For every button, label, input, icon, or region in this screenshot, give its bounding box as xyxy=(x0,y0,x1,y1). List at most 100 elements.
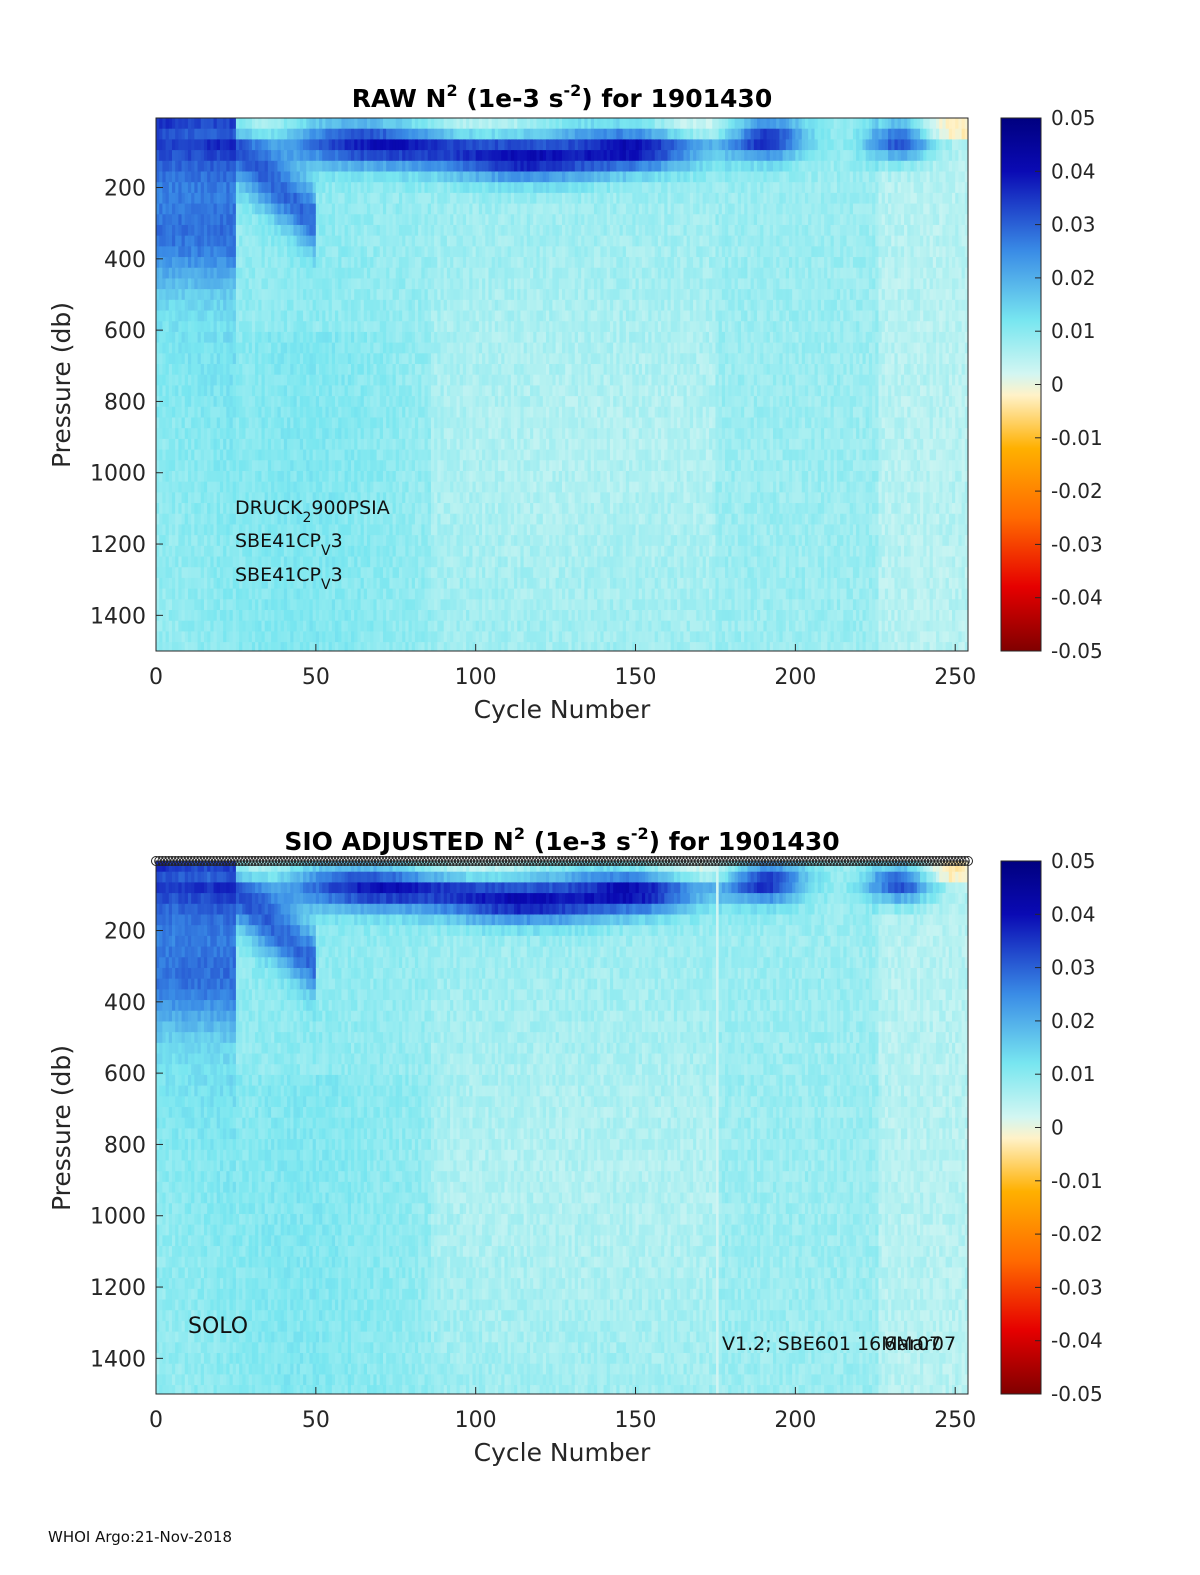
heatmap-cell xyxy=(408,289,413,301)
heatmap-cell xyxy=(248,417,253,429)
heatmap-cell xyxy=(216,513,221,526)
heatmap-cell xyxy=(194,160,199,173)
heatmap-cell xyxy=(290,588,295,600)
heatmap-cell xyxy=(175,267,179,280)
heatmap-cell xyxy=(165,588,170,600)
heatmap-cell xyxy=(239,503,243,515)
heatmap-cell xyxy=(248,588,253,600)
heatmap-cell xyxy=(469,642,474,651)
heatmap-cell xyxy=(277,396,282,408)
heatmap-cell xyxy=(235,299,240,312)
heatmap-cell xyxy=(165,160,170,173)
heatmap-cell xyxy=(373,150,378,162)
heatmap-cell xyxy=(373,481,378,493)
heatmap-cell xyxy=(325,577,330,590)
heatmap-cell xyxy=(411,257,416,269)
heatmap-cell xyxy=(159,438,163,451)
heatmap-cell xyxy=(312,235,317,247)
heatmap-cell xyxy=(258,449,263,461)
heatmap-cell xyxy=(213,192,218,205)
heatmap-cell xyxy=(322,224,327,237)
heatmap-cell xyxy=(360,182,365,194)
heatmap-cell xyxy=(251,524,256,536)
heatmap-cell xyxy=(437,417,442,429)
heatmap-cell xyxy=(341,278,346,290)
heatmap-cell xyxy=(251,267,256,280)
heatmap-cell xyxy=(226,524,231,536)
heatmap-cell xyxy=(264,289,269,301)
heatmap-cell xyxy=(440,160,445,173)
heatmap-cell xyxy=(446,513,451,526)
heatmap-cell xyxy=(472,385,477,397)
heatmap-cell xyxy=(389,321,394,333)
heatmap-cell xyxy=(395,214,400,226)
heatmap-cell xyxy=(469,460,474,472)
heatmap-cell xyxy=(299,481,304,493)
heatmap-cell xyxy=(440,599,445,611)
heatmap-cell xyxy=(245,150,250,162)
heatmap-cell xyxy=(267,246,272,258)
heatmap-cell xyxy=(335,299,339,312)
heatmap-cell xyxy=(472,118,477,130)
heatmap-cell xyxy=(274,513,279,526)
heatmap-cell xyxy=(271,513,275,526)
heatmap-cell xyxy=(366,513,371,526)
heatmap-cell xyxy=(235,535,240,547)
heatmap-cell xyxy=(293,321,298,333)
heatmap-cell xyxy=(191,524,195,536)
heatmap-cell xyxy=(210,267,215,280)
heatmap-cell xyxy=(414,396,419,408)
heatmap-cell xyxy=(210,438,215,451)
heatmap-cell xyxy=(395,642,400,651)
heatmap-cell xyxy=(354,449,358,461)
heatmap-cell xyxy=(366,171,371,183)
heatmap-cell xyxy=(421,396,426,408)
heatmap-cell xyxy=(312,406,317,419)
heatmap-cell xyxy=(408,631,413,643)
heatmap-cell xyxy=(446,214,451,226)
heatmap-cell xyxy=(382,246,387,258)
heatmap-cell xyxy=(437,139,442,151)
heatmap-cell xyxy=(235,139,240,151)
heatmap-cell xyxy=(306,331,311,344)
heatmap-cell xyxy=(459,203,464,215)
heatmap-cell xyxy=(283,503,288,515)
heatmap-cell xyxy=(325,631,330,643)
heatmap-cell xyxy=(175,503,179,515)
heatmap-cell xyxy=(242,588,247,600)
heatmap-cell xyxy=(207,171,211,183)
heatmap-cell xyxy=(344,524,349,536)
heatmap-cell xyxy=(296,192,301,205)
heatmap-cell xyxy=(226,321,231,333)
heatmap-cell xyxy=(203,417,208,429)
heatmap-cell xyxy=(344,150,349,162)
heatmap-cell xyxy=(456,545,461,558)
heatmap-cell xyxy=(261,406,266,419)
heatmap-cell xyxy=(267,567,272,579)
heatmap-cell xyxy=(287,128,291,140)
heatmap-cell xyxy=(245,289,250,301)
heatmap-cell xyxy=(322,567,327,579)
heatmap-cell xyxy=(427,406,432,419)
heatmap-cell xyxy=(424,182,429,194)
heatmap-cell xyxy=(446,342,451,354)
heatmap-cell xyxy=(354,139,358,151)
heatmap-cell xyxy=(446,460,451,472)
heatmap-cell xyxy=(197,374,202,386)
heatmap-cell xyxy=(437,246,442,258)
heatmap-cell xyxy=(315,299,320,312)
heatmap-cell xyxy=(376,438,381,451)
heatmap-cell xyxy=(382,610,387,622)
heatmap-cell xyxy=(309,428,314,440)
heatmap-cell xyxy=(277,556,282,568)
heatmap-cell xyxy=(283,599,288,611)
heatmap-cell xyxy=(466,417,470,429)
heatmap-cell xyxy=(398,321,403,333)
heatmap-cell xyxy=(219,599,224,611)
heatmap-cell xyxy=(456,310,461,322)
heatmap-cell xyxy=(178,235,183,247)
heatmap-cell xyxy=(203,342,208,354)
heatmap-cell xyxy=(251,353,256,365)
heatmap-cell xyxy=(245,545,250,558)
heatmap-cell xyxy=(248,503,253,515)
